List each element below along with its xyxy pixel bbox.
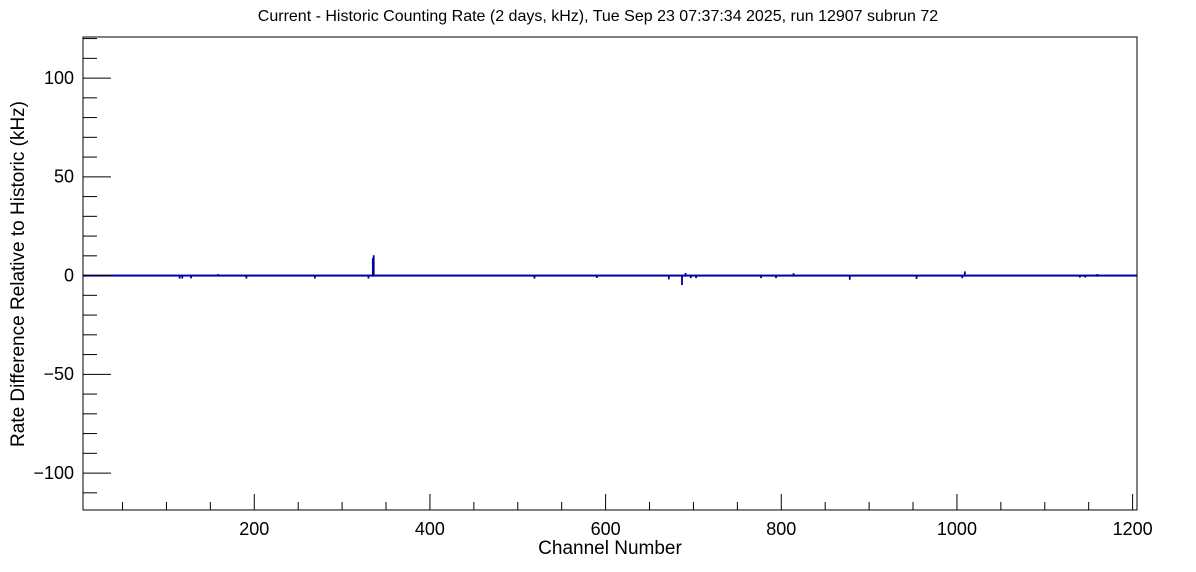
deviation-bar xyxy=(684,273,687,277)
deviation-bar xyxy=(313,275,316,279)
x-axis-title: Channel Number xyxy=(538,538,682,559)
x-tick-label: 1200 xyxy=(1113,519,1153,539)
deviation-bar xyxy=(915,275,918,279)
deviation-bar xyxy=(217,273,220,277)
deviation-bar xyxy=(181,275,184,279)
deviation-bar xyxy=(792,273,795,277)
deviation-bar xyxy=(1079,275,1081,278)
deviation-bar xyxy=(372,255,375,277)
x-tick-label: 200 xyxy=(239,519,269,539)
deviation-bar xyxy=(695,275,697,279)
chart-title: Current - Historic Counting Rate (2 days… xyxy=(257,8,939,25)
deviation-bar xyxy=(963,271,966,277)
deviation-bar xyxy=(667,275,670,280)
x-tick-label: 400 xyxy=(415,519,445,539)
deviation-bar xyxy=(689,275,692,279)
plot-frame xyxy=(82,36,1138,511)
deviation-bar xyxy=(178,275,181,279)
deviation-bar xyxy=(1084,275,1087,278)
y-tick-label: 100 xyxy=(44,68,74,88)
deviation-bar xyxy=(1096,273,1099,277)
y-tick-label: 50 xyxy=(54,167,74,187)
deviation-bar xyxy=(775,275,777,279)
deviation-bar xyxy=(595,275,598,278)
y-axis-title-text: Rate Difference Relative to Historic (kH… xyxy=(8,101,29,447)
zero-baseline xyxy=(83,274,1137,277)
y-tick-label: −100 xyxy=(33,463,74,483)
deviation-bar xyxy=(961,275,964,279)
deviation-bar xyxy=(848,275,851,280)
deviation-bar xyxy=(760,275,762,279)
deviation-bar xyxy=(681,275,683,286)
deviation-bar xyxy=(245,275,248,279)
x-tick-label: 800 xyxy=(766,519,796,539)
deviation-bar xyxy=(367,275,370,279)
x-tick-label: 600 xyxy=(591,519,621,539)
x-tick-label: 1000 xyxy=(937,519,977,539)
y-tick-label: −50 xyxy=(43,364,74,384)
deviation-bar xyxy=(533,275,536,279)
y-tick-label: 0 xyxy=(64,265,74,285)
deviation-bar xyxy=(190,275,192,279)
